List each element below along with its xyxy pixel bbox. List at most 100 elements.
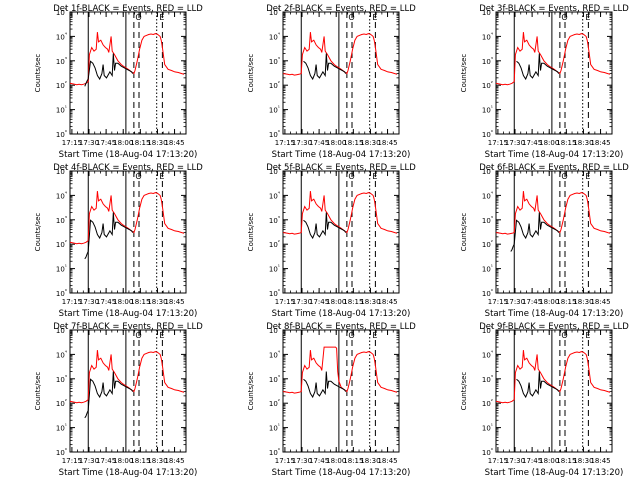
- y-tick-label: 10⁰: [482, 288, 494, 298]
- panel-det-6: Det 6f-BLACK = Events, RED = LLD Counts/s…: [460, 163, 629, 319]
- series-line-lld: [495, 32, 611, 86]
- x-tick-label: 17:15: [488, 298, 508, 306]
- x-tick-label: 18:45: [164, 139, 184, 147]
- x-tick-label: 17:30: [505, 139, 525, 147]
- chart-title: Det 5f-BLACK = Events, RED = LLD: [266, 163, 416, 173]
- y-tick-label: 10³: [482, 374, 493, 384]
- region-marker-label: E: [159, 331, 164, 340]
- y-tick-label: 10⁰: [269, 447, 281, 457]
- x-tick-label: 17:45: [96, 298, 116, 306]
- plot-frame: [69, 170, 187, 294]
- y-axis-label: Counts/sec: [247, 372, 255, 411]
- y-tick-label: 10⁴: [269, 31, 281, 41]
- y-axis-label: Counts/sec: [34, 54, 42, 93]
- x-tick-label: 18:00: [113, 139, 133, 147]
- y-tick-label: 10⁵: [56, 325, 67, 335]
- x-axis-label: Start Time (18-Aug-04 17:13:20): [272, 150, 411, 160]
- chart-title: Det 9f-BLACK = Events, RED = LLD: [479, 322, 629, 332]
- x-tick-label: 17:45: [96, 139, 116, 147]
- y-tick-label: 10⁴: [269, 190, 281, 200]
- x-tick-label: 17:15: [62, 298, 82, 306]
- y-tick-label: 10³: [269, 215, 280, 225]
- y-tick-label: 10²: [269, 80, 280, 90]
- x-tick-label: 18:00: [539, 457, 559, 465]
- y-axis-label: Counts/sec: [460, 54, 468, 93]
- x-axis-label: Start Time (18-Aug-04 17:13:20): [272, 309, 411, 319]
- panel-det-5: Det 5f-BLACK = Events, RED = LLD Counts/s…: [247, 163, 416, 319]
- y-axis-label: Counts/sec: [34, 372, 42, 411]
- y-tick-label: 10⁴: [482, 349, 494, 359]
- y-tick-label: 10⁵: [482, 325, 493, 335]
- panel-det-9: Det 9f-BLACK = Events, RED = LLD Counts/s…: [460, 322, 629, 478]
- y-tick-label: 10⁵: [269, 7, 280, 17]
- x-tick-label: 17:30: [505, 298, 525, 306]
- series-line-events: [84, 212, 134, 260]
- plot-frame: [495, 11, 613, 135]
- series-line-events: [84, 371, 134, 419]
- y-tick-label: 10³: [269, 374, 280, 384]
- x-tick-label: 18:45: [590, 298, 610, 306]
- series-line-events: [303, 371, 347, 399]
- y-tick-label: 10⁵: [482, 166, 493, 176]
- plot-frame: [282, 170, 400, 294]
- series-line-events: [303, 53, 347, 81]
- region-marker-label: E: [585, 331, 590, 340]
- series-line-lld: [495, 191, 611, 235]
- x-tick-label: 17:45: [522, 139, 542, 147]
- y-axis-label: Counts/sec: [34, 213, 42, 252]
- panel-det-8: Det 8f-BLACK = Events, RED = LLD Counts/s…: [247, 322, 416, 478]
- x-tick-label: 17:45: [309, 298, 329, 306]
- y-tick-label: 10⁴: [56, 31, 68, 41]
- x-tick-label: 17:15: [488, 457, 508, 465]
- y-tick-label: 10¹: [482, 423, 493, 433]
- y-tick-label: 10⁰: [56, 288, 68, 298]
- y-tick-label: 10⁰: [269, 288, 281, 298]
- x-tick-label: 18:45: [377, 298, 397, 306]
- region-marker-label: O: [561, 13, 567, 22]
- chart-title: Det 2f-BLACK = Events, RED = LLD: [266, 4, 416, 14]
- plot-frame: [282, 11, 400, 135]
- x-tick-label: 17:45: [522, 457, 542, 465]
- x-tick-label: 18:45: [590, 457, 610, 465]
- x-tick-label: 18:30: [360, 298, 380, 306]
- x-tick-label: 18:00: [539, 298, 559, 306]
- x-tick-label: 18:00: [326, 298, 346, 306]
- x-tick-label: 17:15: [62, 457, 82, 465]
- region-marker-label: O: [135, 331, 141, 340]
- series-line-events: [516, 53, 560, 81]
- y-tick-label: 10¹: [269, 105, 280, 115]
- y-axis-label: Counts/sec: [247, 54, 255, 93]
- y-axis-label: Counts/sec: [460, 372, 468, 411]
- series-line-lld: [282, 32, 398, 76]
- x-tick-label: 18:30: [573, 457, 593, 465]
- region-marker-label: E: [159, 172, 164, 181]
- x-tick-label: 18:30: [360, 457, 380, 465]
- y-tick-label: 10²: [56, 398, 67, 408]
- x-tick-label: 17:45: [309, 457, 329, 465]
- region-marker-label: E: [372, 172, 377, 181]
- x-tick-label: 18:15: [130, 139, 150, 147]
- x-tick-label: 18:15: [343, 457, 363, 465]
- x-tick-label: 18:30: [147, 298, 167, 306]
- region-marker-label: E: [372, 13, 377, 22]
- x-tick-label: 17:15: [275, 298, 295, 306]
- x-tick-label: 17:30: [79, 298, 99, 306]
- y-tick-label: 10²: [269, 239, 280, 249]
- region-marker-label: O: [135, 172, 141, 181]
- x-tick-label: 18:30: [147, 457, 167, 465]
- chart-title: Det 4f-BLACK = Events, RED = LLD: [53, 163, 203, 173]
- y-tick-label: 10²: [482, 80, 493, 90]
- x-tick-label: 17:30: [292, 298, 312, 306]
- x-tick-label: 18:45: [164, 298, 184, 306]
- plot-frame: [69, 11, 187, 135]
- x-tick-label: 17:30: [505, 457, 525, 465]
- x-tick-label: 17:45: [309, 139, 329, 147]
- x-tick-label: 18:00: [326, 457, 346, 465]
- x-tick-label: 18:15: [130, 298, 150, 306]
- x-tick-label: 18:00: [113, 298, 133, 306]
- panel-det-1: Det 1f-BLACK = Events, RED = LLD Counts/s…: [34, 4, 203, 160]
- y-tick-label: 10⁰: [56, 447, 68, 457]
- x-tick-label: 18:00: [113, 457, 133, 465]
- region-marker-label: O: [561, 172, 567, 181]
